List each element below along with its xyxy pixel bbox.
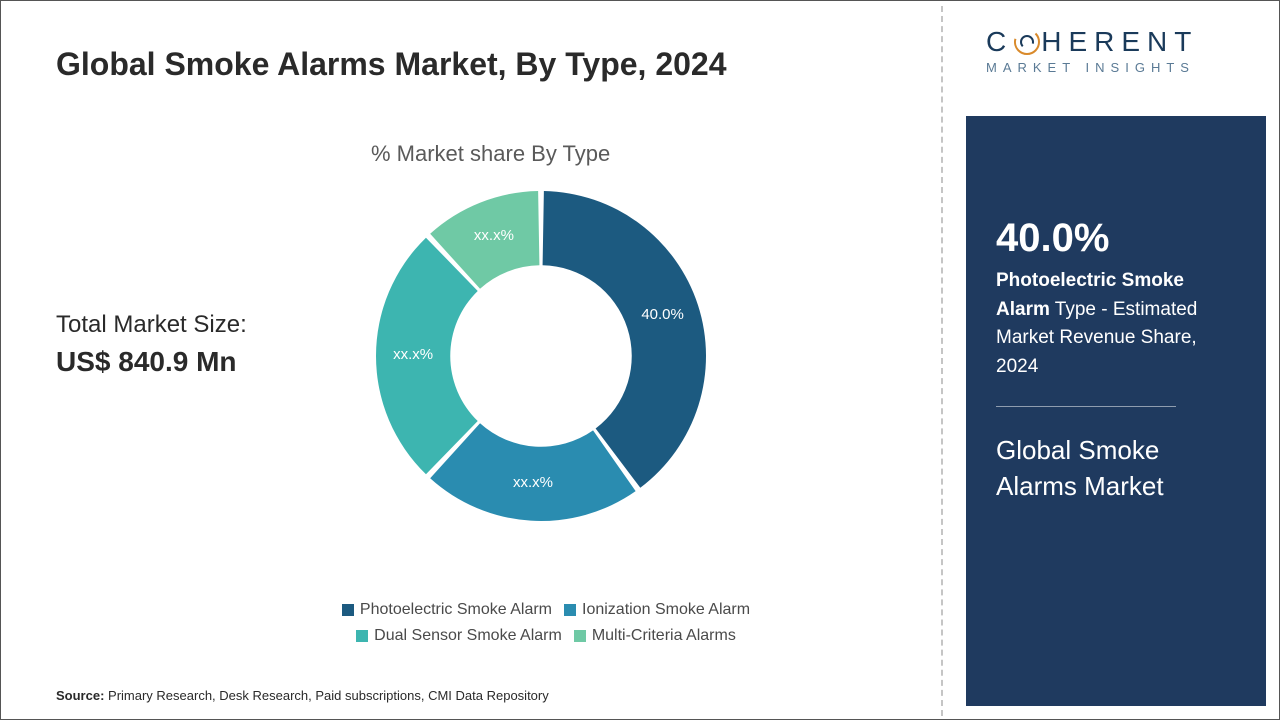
info-description: Photoelectric Smoke Alarm Type - Estimat… <box>996 267 1236 381</box>
main-area: Global Smoke Alarms Market, By Type, 202… <box>1 1 941 721</box>
legend-swatch <box>574 630 586 642</box>
legend-label: Multi-Criteria Alarms <box>592 627 736 645</box>
info-box: 40.0% Photoelectric Smoke Alarm Type - E… <box>966 116 1266 706</box>
right-panel: C HERENT MARKET INSIGHTS 40.0% Photoelec… <box>956 1 1280 721</box>
source-line: Source: Primary Research, Desk Research,… <box>56 688 549 703</box>
logo-line1: C HERENT <box>986 26 1251 58</box>
legend-swatch <box>342 604 354 616</box>
legend-label: Ionization Smoke Alarm <box>582 601 750 619</box>
slice-label: 40.0% <box>638 306 688 323</box>
info-percentage: 40.0% <box>996 216 1236 261</box>
market-size-value: US$ 840.9 Mn <box>56 346 237 378</box>
info-market-name: Global Smoke Alarms Market <box>996 432 1236 505</box>
brand-logo: C HERENT MARKET INSIGHTS <box>986 26 1251 75</box>
legend-item: Dual Sensor Smoke Alarm <box>356 627 562 645</box>
legend-label: Photoelectric Smoke Alarm <box>360 601 552 619</box>
info-divider <box>996 406 1176 407</box>
page-title: Global Smoke Alarms Market, By Type, 202… <box>56 46 727 83</box>
legend-item: Multi-Criteria Alarms <box>574 627 736 645</box>
legend-row: Dual Sensor Smoke Alarm Multi-Criteria Al… <box>266 627 826 645</box>
logo-rest: HERENT <box>1041 26 1198 58</box>
logo-o-icon <box>1014 29 1040 55</box>
legend-swatch <box>356 630 368 642</box>
chart-subtitle: % Market share By Type <box>371 141 610 167</box>
slice-label: xx.x% <box>469 227 519 244</box>
legend-item: Photoelectric Smoke Alarm <box>342 601 552 619</box>
slice-label: xx.x% <box>388 346 438 363</box>
source-text: Primary Research, Desk Research, Paid su… <box>108 688 549 703</box>
slice-label: xx.x% <box>508 474 558 491</box>
donut-chart: 40.0% xx.x% xx.x% xx.x% <box>371 186 711 526</box>
market-size-label: Total Market Size: <box>56 311 247 339</box>
legend-row: Photoelectric Smoke Alarm Ionization Smok… <box>266 601 826 619</box>
legend-label: Dual Sensor Smoke Alarm <box>374 627 562 645</box>
logo-line2: MARKET INSIGHTS <box>986 60 1251 75</box>
chart-legend: Photoelectric Smoke Alarm Ionization Smok… <box>266 601 826 653</box>
logo-c: C <box>986 26 1013 58</box>
vertical-divider <box>941 6 943 716</box>
legend-swatch <box>564 604 576 616</box>
legend-item: Ionization Smoke Alarm <box>564 601 750 619</box>
source-label: Source: <box>56 688 104 703</box>
